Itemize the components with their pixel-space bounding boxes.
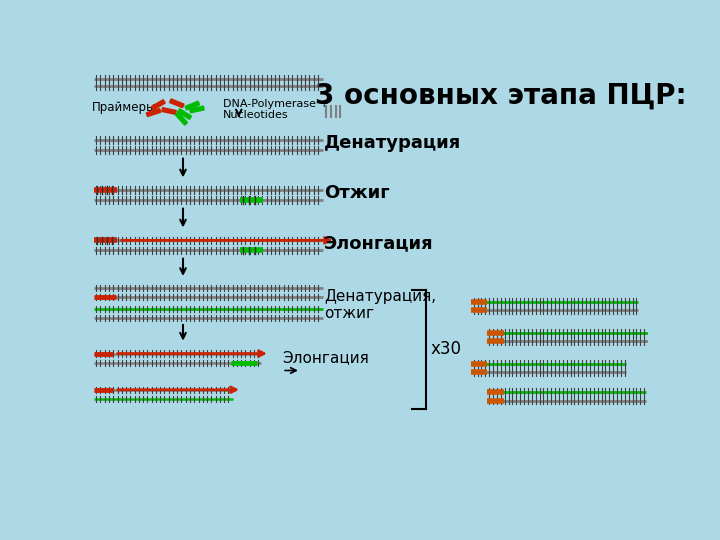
Bar bbox=[162, 107, 176, 114]
Text: Праймеры: Праймеры bbox=[92, 102, 157, 114]
Bar bbox=[151, 100, 165, 110]
Bar bbox=[190, 106, 204, 113]
Text: x30: x30 bbox=[431, 340, 462, 359]
Bar bbox=[185, 101, 199, 110]
Text: Элонгация: Элонгация bbox=[324, 234, 433, 252]
Text: DNA-Polymerase +
Nucleotides: DNA-Polymerase + Nucleotides bbox=[223, 99, 329, 120]
Text: Денатурация,
отжиг: Денатурация, отжиг bbox=[324, 289, 436, 321]
Text: 3 основных этапа ПЦР:: 3 основных этапа ПЦР: bbox=[315, 82, 687, 110]
Text: Отжиг: Отжиг bbox=[324, 184, 390, 202]
Bar bbox=[178, 109, 192, 119]
Bar bbox=[146, 109, 161, 117]
Text: Денатурация: Денатурация bbox=[324, 134, 462, 152]
Bar bbox=[170, 99, 184, 107]
Text: Элонгация: Элонгация bbox=[282, 350, 369, 365]
Bar bbox=[176, 112, 187, 125]
